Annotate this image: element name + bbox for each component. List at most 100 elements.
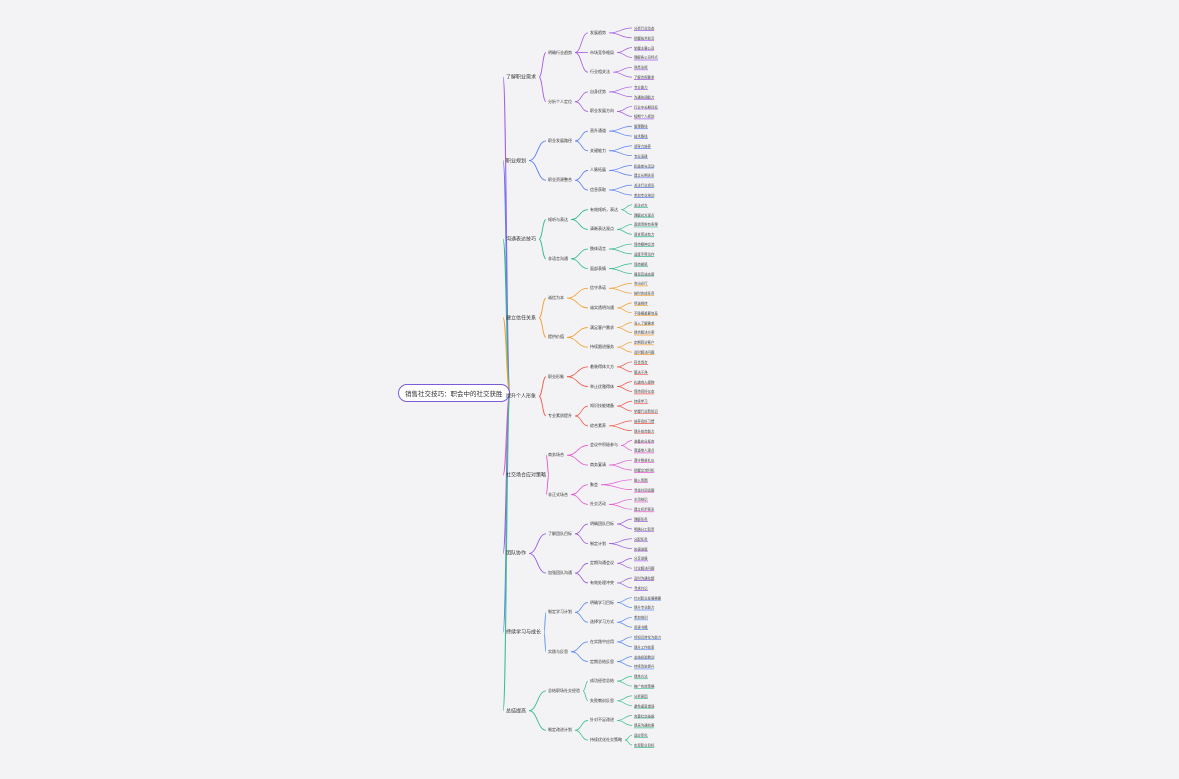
leaf-topic[interactable]: 参加培训 (634, 615, 648, 620)
leaf-topic[interactable]: 避免重复错误 (634, 704, 655, 709)
subtopic-level2[interactable]: 专业素质提升 (548, 412, 572, 418)
leaf-topic[interactable]: 针对职业发展需要 (634, 596, 662, 601)
leaf-topic[interactable]: 持续改进提升 (634, 664, 655, 669)
leaf-topic[interactable]: 行业中长期目标 (634, 105, 658, 110)
leaf-topic[interactable]: 参加专业培训 (634, 193, 655, 198)
subtopic-level3[interactable]: 定期沟通会议 (590, 560, 614, 566)
leaf-topic[interactable]: 专业能力 (634, 85, 648, 90)
leaf-topic[interactable]: 提供解决方案 (634, 330, 655, 335)
leaf-topic[interactable]: 准备充分发言 (634, 439, 655, 444)
leaf-topic[interactable]: 建立初步联系 (634, 507, 655, 512)
subtopic-level2[interactable]: 提供价值 (548, 334, 564, 340)
leaf-topic[interactable]: 讨论解决问题 (634, 566, 655, 571)
leaf-topic[interactable]: 融入氛围 (634, 478, 648, 483)
subtopic-level3[interactable]: 信守承诺 (590, 285, 606, 291)
leaf-topic[interactable]: 尊重他人观点 (634, 448, 655, 453)
subtopic-level3[interactable]: 晋升通道 (590, 128, 606, 134)
leaf-topic[interactable]: 遵守餐桌礼仪 (634, 458, 655, 463)
main-branch-topic[interactable]: 建立信任关系 (506, 315, 537, 322)
leaf-topic[interactable]: 主动结识 (634, 497, 648, 502)
subtopic-level3[interactable]: 行业相关法 (590, 69, 610, 75)
leaf-topic[interactable]: 建立长期关系 (634, 173, 655, 178)
main-branch-topic[interactable]: 总结提高 (506, 708, 527, 715)
leaf-topic[interactable]: 将知识转化为能力 (634, 635, 662, 640)
leaf-topic[interactable]: 及时沟通化解 (634, 576, 655, 581)
subtopic-level3[interactable]: 有效倾听，表达 (590, 206, 618, 212)
subtopic-level3[interactable]: 失败教训反思 (590, 697, 614, 703)
subtopic-level3[interactable]: 着装得体大方 (590, 363, 614, 369)
subtopic-level3[interactable]: 社交活动 (590, 501, 606, 507)
subtopic-level3[interactable]: 明确学习目标 (590, 599, 614, 605)
subtopic-level3[interactable]: 定期总结反思 (590, 658, 614, 664)
leaf-topic[interactable]: 保持良好仪态 (634, 389, 655, 394)
subtopic-level3[interactable]: 成功经验总结 (590, 678, 614, 684)
leaf-topic[interactable]: 深入了解需求 (634, 321, 655, 326)
main-branch-topic[interactable]: 提升个人形象 (506, 393, 537, 400)
leaf-topic[interactable]: 把握交流时机 (634, 468, 655, 473)
subtopic-level3[interactable]: 持续跟进服务 (590, 344, 614, 350)
subtopic-level2[interactable]: 制定学习计划 (548, 609, 572, 615)
subtopic-level3[interactable]: 职业发展方向 (590, 108, 614, 114)
subtopic-level2[interactable]: 加强团队沟通 (548, 570, 572, 576)
leaf-topic[interactable]: 阅读书籍 (634, 625, 648, 630)
leaf-topic[interactable]: 推广有效策略 (634, 684, 655, 689)
leaf-topic[interactable]: 及时解决问题 (634, 350, 655, 355)
leaf-topic[interactable]: 提升专业能力 (634, 605, 655, 610)
subtopic-level3[interactable]: 会议中积极参与 (590, 442, 618, 448)
subtopic-level3[interactable]: 综合素养 (590, 422, 606, 428)
leaf-topic[interactable]: 寻求共识 (634, 586, 648, 591)
subtopic-level2[interactable]: 非语言沟通 (548, 255, 568, 261)
subtopic-level2[interactable]: 实践与反思 (548, 648, 568, 654)
leaf-topic[interactable]: 分析行业动态 (634, 26, 655, 31)
subtopic-level3[interactable]: 举止优雅得体 (590, 383, 614, 389)
subtopic-level2[interactable]: 明确行业趋势 (548, 49, 572, 55)
subtopic-level3[interactable]: 在实践中应用 (590, 638, 614, 644)
main-branch-topic[interactable]: 持续学习与成长 (506, 629, 542, 636)
subtopic-level3[interactable]: 清晰表达观点 (590, 226, 614, 232)
leaf-topic[interactable]: 寻找共同话题 (634, 488, 655, 493)
leaf-topic[interactable]: 坦诚相待 (634, 301, 648, 306)
leaf-topic[interactable]: 适度手势动作 (634, 252, 655, 257)
leaf-topic[interactable]: 符合场合 (634, 360, 648, 365)
subtopic-level3[interactable]: 持续优化社交策略 (590, 737, 622, 743)
leaf-topic[interactable]: 技术路线 (634, 134, 648, 139)
subtopic-level3[interactable]: 信息获取 (590, 187, 606, 193)
main-branch-topic[interactable]: 团队协作 (506, 550, 527, 557)
subtopic-level3[interactable]: 满足客户需求 (590, 324, 614, 330)
main-branch-topic[interactable]: 了解职业需求 (506, 74, 537, 81)
main-branch-topic[interactable]: 沟通表达技巧 (506, 236, 537, 243)
subtopic-level2[interactable]: 制定改进计划 (548, 727, 572, 733)
subtopic-level3[interactable]: 诚实透明沟通 (590, 304, 614, 310)
subtopic-level3[interactable]: 人脉拓展 (590, 167, 606, 173)
leaf-topic[interactable]: 保持眼神交流 (634, 242, 655, 247)
leaf-topic[interactable]: 关注行业资讯 (634, 183, 655, 188)
leaf-topic[interactable]: 言出必行 (634, 281, 648, 286)
subtopic-level3[interactable]: 市场竞争格局 (590, 49, 614, 55)
leaf-topic[interactable]: 掌握行业新知识 (634, 409, 658, 414)
subtopic-level2[interactable]: 总结职场社交经验 (548, 687, 580, 693)
leaf-topic[interactable]: 展现真诚态度 (634, 272, 655, 277)
subtopic-level3[interactable]: 肢体语言 (590, 245, 606, 251)
leaf-topic[interactable]: 提升综合能力 (634, 429, 655, 434)
subtopic-level2[interactable]: 职业发展路径 (548, 137, 572, 143)
leaf-topic[interactable]: 总结经验教训 (634, 655, 655, 660)
leaf-topic[interactable]: 分配任务 (634, 537, 648, 542)
leaf-topic[interactable]: 理解任务 (634, 517, 648, 522)
leaf-topic[interactable]: 实现职业目标 (634, 743, 655, 748)
subtopic-level2[interactable]: 了解团队目标 (548, 530, 572, 536)
leaf-topic[interactable]: 保持微笑 (634, 262, 648, 267)
leaf-topic[interactable]: 熟悉法规 (634, 65, 648, 70)
leaf-topic[interactable]: 协调进度 (634, 547, 648, 552)
subtopic-level3[interactable]: 自身优势 (590, 88, 606, 94)
leaf-topic[interactable]: 逻辑清晰有条理 (634, 222, 658, 227)
leaf-topic[interactable]: 按时完成任务 (634, 291, 655, 296)
subtopic-level3[interactable]: 关键能力 (590, 147, 606, 153)
leaf-topic[interactable]: 领导力培养 (634, 144, 651, 149)
subtopic-level2[interactable]: 分析个人定位 (548, 98, 572, 104)
subtopic-level2[interactable]: 倾听与表达 (548, 216, 568, 222)
leaf-topic[interactable]: 把握技术前沿 (634, 36, 655, 41)
leaf-topic[interactable]: 提炼方法 (634, 674, 648, 679)
subtopic-level3[interactable]: 商务宴请 (590, 462, 606, 468)
subtopic-level3[interactable]: 发展趋势 (590, 29, 606, 35)
leaf-topic[interactable]: 掌握主要公司 (634, 46, 655, 51)
